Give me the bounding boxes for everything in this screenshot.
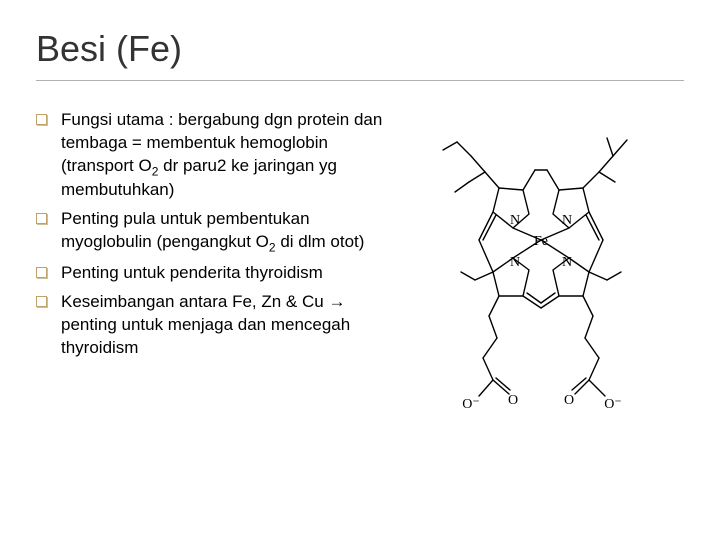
slide: Besi (Fe) Fungsi utama : bergabung dgn p… bbox=[0, 0, 720, 540]
list-item: Penting untuk penderita thyroidism bbox=[36, 262, 388, 285]
n-label: N bbox=[510, 255, 520, 270]
n-label: N bbox=[510, 213, 520, 228]
heme-svg: Fe N N N N O O⁻ O O⁻ bbox=[401, 110, 681, 430]
n-label: N bbox=[562, 213, 572, 228]
list-item: Keseimbangan antara Fe, Zn & Cu → pentin… bbox=[36, 291, 388, 360]
bullet-icon bbox=[36, 114, 47, 125]
o-label: O bbox=[508, 393, 518, 408]
bullet-icon bbox=[36, 296, 47, 307]
n-label: N bbox=[562, 255, 572, 270]
slide-body: Fungsi utama : bergabung dgn protein dan… bbox=[36, 109, 684, 429]
fe-label: Fe bbox=[534, 234, 548, 249]
bullet-text: Penting untuk penderita thyroidism bbox=[61, 262, 323, 285]
bullet-icon bbox=[36, 213, 47, 224]
list-item: Penting pula untuk pembentukan myoglobul… bbox=[36, 208, 388, 256]
list-item: Fungsi utama : bergabung dgn protein dan… bbox=[36, 109, 388, 202]
bullet-text: Penting pula untuk pembentukan myoglobul… bbox=[61, 208, 388, 256]
o-label: O bbox=[564, 393, 574, 408]
o-minus-label: O⁻ bbox=[604, 397, 622, 412]
bullet-icon bbox=[36, 267, 47, 278]
o-minus-label: O⁻ bbox=[462, 397, 480, 412]
bullet-text: Keseimbangan antara Fe, Zn & Cu → pentin… bbox=[61, 291, 388, 360]
bullet-list: Fungsi utama : bergabung dgn protein dan… bbox=[36, 109, 388, 366]
heme-structure-figure: Fe N N N N O O⁻ O O⁻ bbox=[400, 109, 682, 429]
slide-title: Besi (Fe) bbox=[36, 28, 684, 81]
bullet-text: Fungsi utama : bergabung dgn protein dan… bbox=[61, 109, 388, 202]
